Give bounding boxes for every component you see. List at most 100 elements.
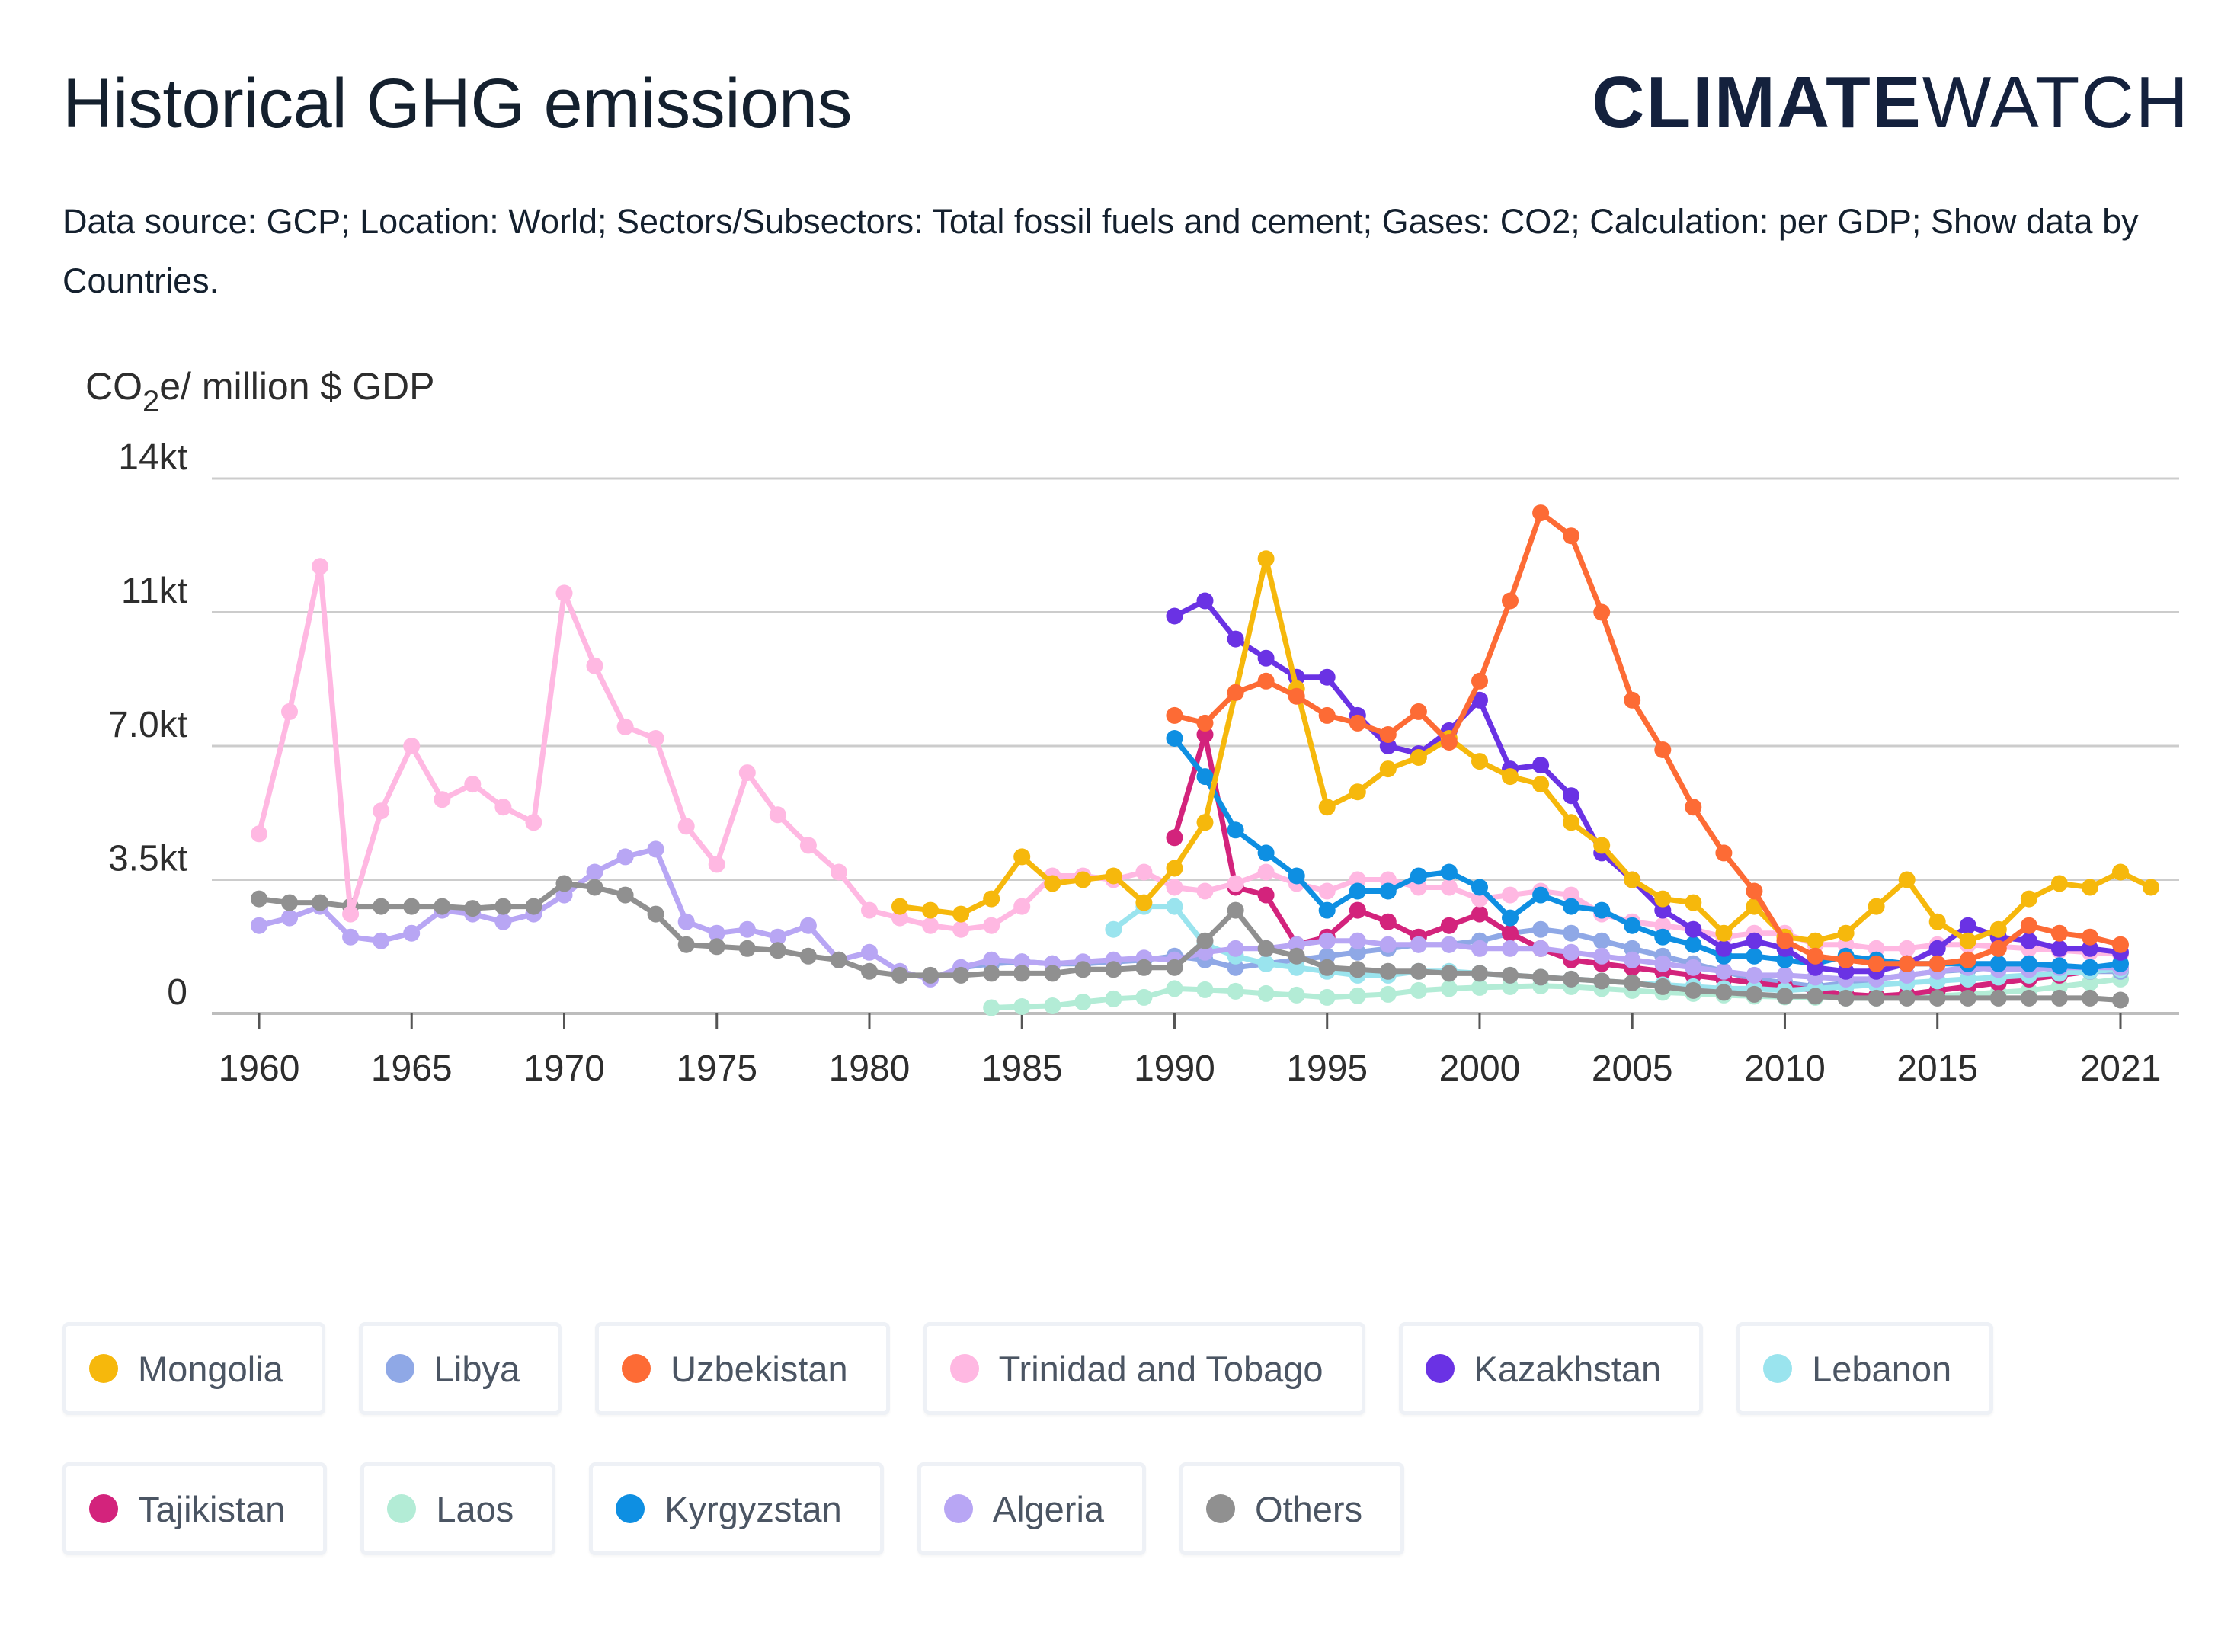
data-point[interactable] xyxy=(1013,953,1031,971)
data-point[interactable] xyxy=(952,920,970,938)
data-point[interactable] xyxy=(616,886,634,904)
data-point[interactable] xyxy=(1532,940,1550,957)
data-point[interactable] xyxy=(555,875,573,892)
data-point[interactable] xyxy=(1440,879,1458,896)
data-point[interactable] xyxy=(1624,974,1641,991)
data-point[interactable] xyxy=(1196,768,1214,786)
data-point[interactable] xyxy=(1074,871,1092,888)
data-point[interactable] xyxy=(1166,860,1183,877)
data-point[interactable] xyxy=(1013,998,1031,1015)
data-point[interactable] xyxy=(799,917,817,934)
data-point[interactable] xyxy=(1898,871,1916,888)
data-point[interactable] xyxy=(1044,875,1061,892)
data-point[interactable] xyxy=(1166,898,1183,915)
data-point[interactable] xyxy=(1928,989,1946,1007)
data-point[interactable] xyxy=(1044,965,1061,982)
data-point[interactable] xyxy=(1837,989,1855,1007)
data-point[interactable] xyxy=(1288,947,1305,965)
data-point[interactable] xyxy=(1440,863,1458,881)
data-point[interactable] xyxy=(1532,504,1550,522)
data-point[interactable] xyxy=(1685,959,1702,976)
data-point[interactable] xyxy=(1135,988,1153,1006)
data-point[interactable] xyxy=(1807,988,1824,1005)
data-point[interactable] xyxy=(647,905,664,923)
data-point[interactable] xyxy=(1989,920,2007,938)
data-point[interactable] xyxy=(677,913,695,930)
data-point[interactable] xyxy=(312,894,329,911)
data-point[interactable] xyxy=(1959,951,1976,968)
data-point[interactable] xyxy=(1074,961,1092,978)
data-point[interactable] xyxy=(738,940,756,957)
data-point[interactable] xyxy=(983,999,1000,1016)
data-point[interactable] xyxy=(1715,962,1733,980)
data-point[interactable] xyxy=(1044,997,1061,1014)
data-point[interactable] xyxy=(1593,932,1611,949)
data-point[interactable] xyxy=(616,718,634,735)
data-point[interactable] xyxy=(1715,984,1733,1001)
data-point[interactable] xyxy=(2050,989,2068,1007)
data-point[interactable] xyxy=(1074,994,1092,1010)
data-point[interactable] xyxy=(1928,940,1946,957)
data-point[interactable] xyxy=(1166,706,1183,724)
data-point[interactable] xyxy=(1349,961,1366,978)
data-point[interactable] xyxy=(1227,940,1244,957)
data-point[interactable] xyxy=(373,932,390,949)
data-point[interactable] xyxy=(1013,848,1031,866)
data-point[interactable] xyxy=(1502,886,1519,904)
data-point[interactable] xyxy=(1166,607,1183,625)
data-point[interactable] xyxy=(1288,687,1305,705)
data-point[interactable] xyxy=(891,966,908,984)
data-point[interactable] xyxy=(586,863,603,881)
data-point[interactable] xyxy=(1166,829,1183,847)
data-point[interactable] xyxy=(1257,886,1275,904)
data-point[interactable] xyxy=(647,840,664,858)
data-point[interactable] xyxy=(1593,947,1611,965)
data-point[interactable] xyxy=(403,924,421,942)
data-point[interactable] xyxy=(1257,550,1275,568)
data-point[interactable] xyxy=(922,901,939,919)
data-point[interactable] xyxy=(1440,734,1458,751)
data-point[interactable] xyxy=(2020,932,2037,949)
data-point[interactable] xyxy=(1379,913,1397,930)
data-point[interactable] xyxy=(2050,924,2068,942)
data-point[interactable] xyxy=(1837,951,1855,968)
data-point[interactable] xyxy=(1013,898,1031,915)
data-point[interactable] xyxy=(1868,955,1885,972)
data-point[interactable] xyxy=(922,917,939,934)
data-point[interactable] xyxy=(861,943,878,961)
data-point[interactable] xyxy=(464,776,482,793)
data-point[interactable] xyxy=(1654,741,1672,758)
data-point[interactable] xyxy=(1410,749,1427,766)
series-line[interactable] xyxy=(1172,598,2124,975)
data-point[interactable] xyxy=(1563,943,1580,961)
data-point[interactable] xyxy=(494,898,512,915)
data-point[interactable] xyxy=(1379,985,1397,1003)
data-point[interactable] xyxy=(616,848,634,866)
data-point[interactable] xyxy=(1257,844,1275,862)
data-point[interactable] xyxy=(1746,966,1763,984)
data-point[interactable] xyxy=(1318,932,1336,949)
data-point[interactable] xyxy=(1624,871,1641,888)
data-point[interactable] xyxy=(464,900,482,917)
data-point[interactable] xyxy=(586,657,603,674)
legend-item-uzbekistan[interactable]: Uzbekistan xyxy=(595,1322,890,1415)
data-point[interactable] xyxy=(2050,957,2068,975)
legend-item-algeria[interactable]: Algeria xyxy=(917,1462,1147,1555)
data-point[interactable] xyxy=(1989,989,2007,1007)
data-point[interactable] xyxy=(1105,961,1122,978)
data-point[interactable] xyxy=(1349,783,1366,801)
data-point[interactable] xyxy=(1685,920,1702,938)
data-point[interactable] xyxy=(1502,768,1519,786)
data-point[interactable] xyxy=(1685,799,1702,816)
data-point[interactable] xyxy=(708,924,725,942)
data-point[interactable] xyxy=(952,966,970,984)
data-point[interactable] xyxy=(1532,886,1550,904)
data-point[interactable] xyxy=(525,814,542,831)
data-point[interactable] xyxy=(1318,706,1336,724)
data-point[interactable] xyxy=(1379,936,1397,953)
data-point[interactable] xyxy=(1502,924,1519,942)
data-point[interactable] xyxy=(1593,901,1611,919)
data-point[interactable] xyxy=(1471,753,1488,770)
data-point[interactable] xyxy=(434,791,451,808)
data-point[interactable] xyxy=(2020,955,2037,972)
